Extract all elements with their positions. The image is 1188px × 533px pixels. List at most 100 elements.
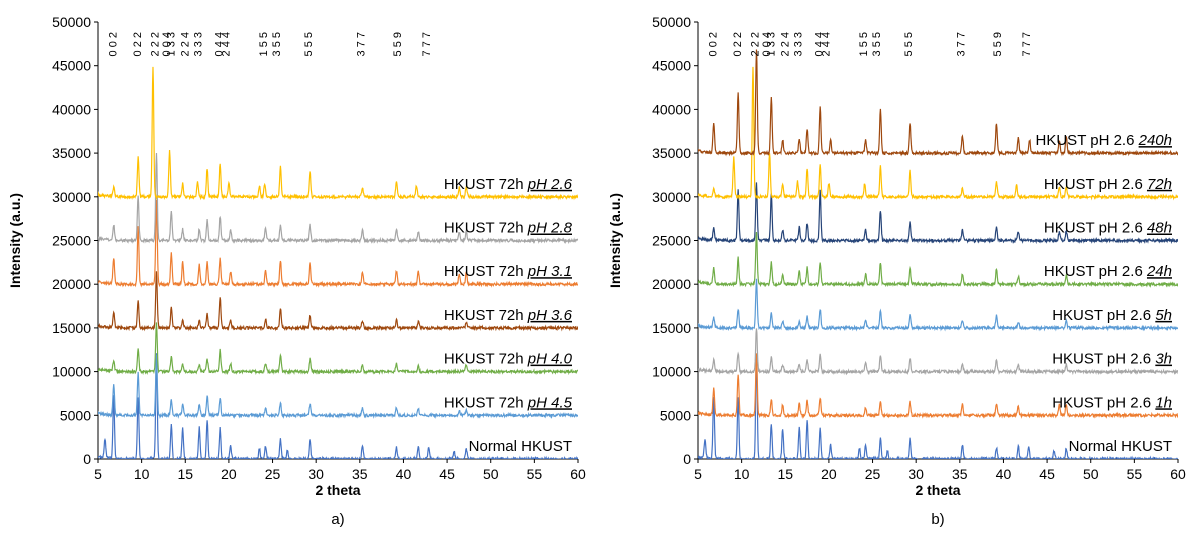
hkl-label: 2 2 4 bbox=[779, 32, 791, 56]
series-label-prefix: HKUST pH 2.6 bbox=[1052, 351, 1155, 368]
series-label: HKUST 72h pH 4.5 bbox=[444, 394, 573, 411]
x-axis-title: 2 theta bbox=[315, 482, 360, 498]
panel-label: b) bbox=[931, 511, 944, 528]
hkl-label: 0 0 4 bbox=[761, 32, 773, 56]
series-label-condition: 1h bbox=[1155, 394, 1172, 411]
series-label-condition: pH 3.1 bbox=[527, 263, 572, 280]
x-tick-label: 5 bbox=[94, 466, 102, 482]
x-tick-label: 15 bbox=[177, 466, 193, 482]
y-tick-label: 45000 bbox=[652, 58, 691, 74]
series-label: HKUST pH 2.6 5h bbox=[1052, 307, 1172, 324]
y-tick-label: 10000 bbox=[52, 364, 91, 380]
hkl-label: 2 2 2 bbox=[150, 32, 162, 56]
series-label-prefix: HKUST 72h bbox=[444, 220, 528, 237]
series-label-prefix: Normal HKUST bbox=[469, 438, 572, 455]
x-tick-label: 5 bbox=[694, 466, 702, 482]
x-tick-label: 55 bbox=[527, 466, 543, 482]
hkl-label: 0 2 2 bbox=[132, 32, 144, 56]
series-label-condition: 48h bbox=[1147, 220, 1172, 237]
series-label-condition: pH 2.8 bbox=[527, 220, 573, 237]
hkl-label: 3 5 5 bbox=[871, 32, 883, 56]
hkl-label: 0 0 2 bbox=[108, 32, 120, 56]
y-tick-label: 0 bbox=[683, 451, 691, 467]
hkl-label: 1 5 5 bbox=[258, 32, 270, 56]
chart-panel-2: 0 5000 10000 15000 20000 25000 30000 35000 40000… bbox=[607, 14, 1186, 528]
y-tick-label: 30000 bbox=[52, 189, 91, 205]
hkl-label: 1 3 3 bbox=[765, 32, 777, 56]
chart-panel-1: 0 5000 10000 15000 20000 25000 30000 35000 40000… bbox=[7, 14, 586, 528]
y-tick-label: 50000 bbox=[52, 14, 91, 30]
series-label: HKUST pH 2.6 24h bbox=[1044, 263, 1172, 280]
series-line bbox=[698, 66, 1178, 201]
series-line bbox=[698, 231, 1178, 288]
series-label: HKUST pH 2.6 48h bbox=[1044, 220, 1172, 237]
y-tick-label: 35000 bbox=[652, 145, 691, 161]
series-label-prefix: HKUST 72h bbox=[444, 176, 528, 193]
series-label: HKUST 72h pH 2.8 bbox=[444, 220, 573, 237]
series-label-prefix: HKUST pH 2.6 bbox=[1036, 132, 1139, 149]
y-tick-label: 30000 bbox=[652, 189, 691, 205]
panel-label: a) bbox=[331, 511, 344, 528]
series-label: Normal HKUST bbox=[469, 438, 572, 455]
x-tick-label: 45 bbox=[1039, 466, 1055, 482]
y-tick-label: 45000 bbox=[52, 58, 91, 74]
x-tick-label: 10 bbox=[134, 466, 150, 482]
series-line bbox=[698, 49, 1178, 157]
series-label-condition: 24h bbox=[1146, 263, 1172, 280]
y-tick-label: 40000 bbox=[52, 101, 91, 117]
hkl-label: 5 5 5 bbox=[303, 32, 315, 56]
hkl-label: 3 7 7 bbox=[356, 32, 368, 56]
hkl-label: 0 0 2 bbox=[708, 32, 720, 56]
hkl-label: 0 2 2 bbox=[732, 32, 744, 56]
hkl-label: 0 0 4 bbox=[161, 32, 173, 56]
y-tick-label: 5000 bbox=[660, 407, 691, 423]
series-label-condition: 240h bbox=[1138, 132, 1172, 149]
x-tick-label: 40 bbox=[396, 466, 412, 482]
y-tick-label: 5000 bbox=[60, 407, 91, 423]
series-label: HKUST pH 2.6 240h bbox=[1036, 132, 1172, 149]
x-tick-label: 45 bbox=[439, 466, 455, 482]
series-label-prefix: HKUST pH 2.6 bbox=[1044, 263, 1147, 280]
series-line bbox=[698, 328, 1178, 376]
series-line bbox=[98, 66, 578, 201]
y-tick-label: 0 bbox=[83, 451, 91, 467]
hkl-label: 5 5 9 bbox=[392, 32, 404, 56]
y-axis-title: Intensity (a.u.) bbox=[7, 193, 23, 288]
y-tick-label: 20000 bbox=[52, 276, 91, 292]
series-label-prefix: HKUST 72h bbox=[444, 351, 528, 368]
series-label-condition: pH 4.5 bbox=[527, 394, 573, 411]
series-label: HKUST pH 2.6 1h bbox=[1052, 394, 1172, 411]
x-tick-label: 50 bbox=[483, 466, 499, 482]
x-tick-label: 35 bbox=[952, 466, 968, 482]
hkl-label: 1 3 3 bbox=[165, 32, 177, 56]
series-label-prefix: HKUST pH 2.6 bbox=[1044, 220, 1147, 237]
series-line bbox=[98, 322, 578, 376]
hkl-label: 5 5 5 bbox=[903, 32, 915, 56]
series-label-prefix: HKUST 72h bbox=[444, 307, 528, 324]
x-tick-label: 30 bbox=[308, 466, 324, 482]
x-tick-label: 35 bbox=[352, 466, 368, 482]
series-label-prefix: Normal HKUST bbox=[1069, 438, 1172, 455]
series-line bbox=[98, 199, 578, 288]
hkl-label: 2 2 4 bbox=[179, 32, 191, 56]
series-line bbox=[698, 278, 1178, 332]
hkl-label: 3 5 5 bbox=[271, 32, 283, 56]
y-tick-label: 20000 bbox=[652, 276, 691, 292]
x-tick-label: 30 bbox=[908, 466, 924, 482]
y-tick-label: 10000 bbox=[652, 364, 691, 380]
y-tick-label: 40000 bbox=[652, 101, 691, 117]
x-tick-label: 60 bbox=[1170, 466, 1186, 482]
hkl-label: 7 7 7 bbox=[421, 32, 433, 56]
series-line bbox=[98, 271, 578, 332]
x-tick-label: 25 bbox=[265, 466, 281, 482]
hkl-label: 3 3 3 bbox=[792, 32, 804, 56]
hkl-label: 2 4 4 bbox=[220, 32, 232, 56]
x-tick-label: 15 bbox=[777, 466, 793, 482]
series-line bbox=[98, 354, 578, 420]
series-label-prefix: HKUST pH 2.6 bbox=[1052, 307, 1155, 324]
series-label: HKUST 72h pH 3.6 bbox=[444, 307, 573, 324]
y-axis-title: Intensity (a.u.) bbox=[607, 193, 623, 288]
x-tick-label: 50 bbox=[1083, 466, 1099, 482]
series-line bbox=[698, 353, 1178, 419]
